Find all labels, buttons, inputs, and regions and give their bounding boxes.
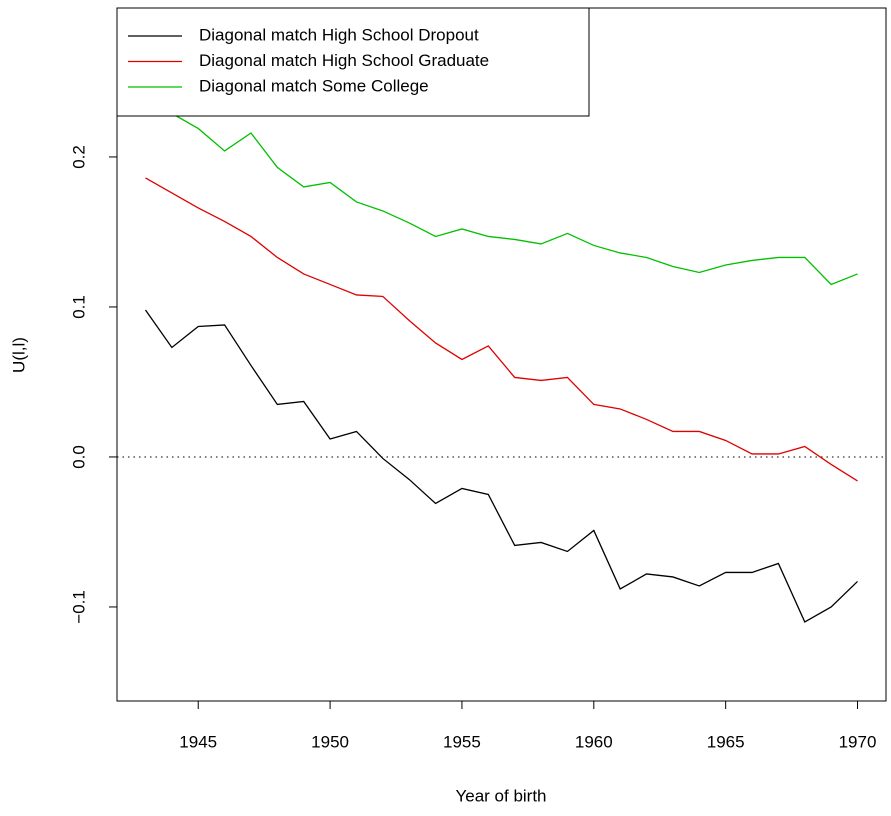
legend-label: Diagonal match High School Graduate — [199, 51, 489, 70]
x-axis-label: Year of birth — [455, 786, 546, 805]
x-tick-label: 1960 — [575, 732, 613, 751]
y-tick-label: 0.2 — [69, 145, 88, 169]
x-tick-label: 1965 — [707, 732, 745, 751]
series-line — [145, 85, 858, 286]
legend-box — [116, 7, 590, 117]
y-axis-label: U(l,l) — [9, 337, 28, 373]
y-tick-label: 0.0 — [69, 445, 88, 469]
y-tick-label: 0.1 — [69, 295, 88, 319]
y-tick-label: −0.1 — [69, 590, 88, 624]
x-tick-label: 1950 — [311, 732, 349, 751]
x-tick-label: 1955 — [443, 732, 481, 751]
legend-label: Diagonal match Some College — [199, 76, 429, 95]
x-tick-label: 1970 — [839, 732, 877, 751]
series-line — [144, 309, 858, 623]
x-tick-label: 1945 — [179, 732, 217, 751]
series-line — [145, 177, 858, 482]
legend-label: Diagonal match High School Dropout — [199, 25, 479, 44]
